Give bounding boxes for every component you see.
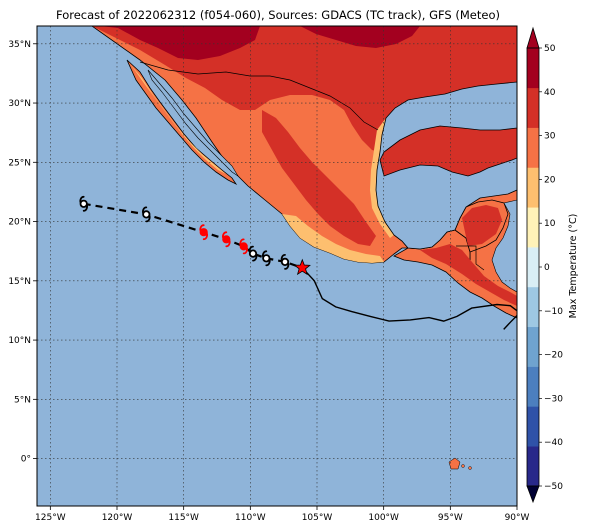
map-axes: 125°W 120°W 115°W 110°W 105°W 100°W 95°W 90°W 35… [8, 40, 529, 523]
colorbar-segment [527, 167, 539, 208]
colorbar-segment [527, 406, 539, 447]
colorbar-tick-label: −50 [544, 482, 563, 492]
y-tick-label: 25°N [8, 158, 31, 168]
y-tick-label: 5°N [14, 395, 31, 405]
colorbar-segment [527, 326, 539, 367]
land-baja-california [126, 59, 238, 186]
x-tick-label: 95°W [438, 513, 463, 523]
colorbar-tick-label: 10 [544, 219, 556, 229]
current-position-star [293, 258, 311, 276]
colorbar-tick-label: 20 [544, 175, 556, 185]
x-tick-label: 115°W [168, 513, 199, 523]
chart-title: Forecast of 2022062312 (f054-060), Sourc… [56, 8, 500, 22]
x-tick-label: 120°W [102, 513, 133, 523]
country-border-guatemala [456, 245, 485, 271]
caribbean-sea [491, 199, 517, 293]
heat-zone-sierra [262, 110, 376, 246]
y-tick-label: 30°N [8, 99, 31, 109]
colorbar-extend-min [526, 485, 540, 504]
y-tick-label: 10°N [8, 336, 31, 346]
cyclone-symbol-icon [222, 231, 231, 248]
colorbar-label: Max Temperature (°C) [568, 214, 579, 319]
x-tick-label: 110°W [235, 513, 266, 523]
y-tick-label: 0° [21, 455, 31, 465]
cyclone-symbol-icon [199, 224, 208, 241]
heat-zone-extreme-north [300, 26, 420, 48]
cyclone-symbol-icon [79, 195, 88, 212]
cyclone-symbol-icon [142, 206, 151, 223]
warm-zone-pacific-coast [282, 214, 384, 263]
country-border-us-mexico [139, 61, 379, 131]
colorbar-segment [527, 366, 539, 407]
land-layer [91, 26, 517, 470]
colorbar-segment [527, 48, 539, 89]
colorbar-tick-label: −20 [544, 351, 563, 361]
colorbar-segment [527, 247, 539, 288]
x-tick-label: 105°W [302, 513, 333, 523]
gulf-of-mexico [375, 81, 517, 250]
colorbar-tick-label: 50 [544, 44, 556, 54]
past-track-line [301, 267, 517, 330]
heat-zone-central-america [420, 244, 517, 306]
cyclone-track [79, 195, 517, 330]
y-tick-label: 35°N [8, 40, 31, 50]
colorbar-tick-label: −30 [544, 394, 563, 404]
warm-zone-gulf-coast [370, 118, 394, 238]
colorbar-tick-label: 0 [544, 263, 550, 273]
y-tick-label: 20°N [8, 218, 31, 228]
forecast-track-line [83, 202, 303, 269]
x-tick-label: 90°W [505, 513, 530, 523]
galapagos-islet [461, 464, 465, 468]
gridlines [37, 26, 517, 506]
colorbar-segment [527, 87, 539, 128]
galapagos-islet [468, 466, 472, 470]
colorbar-segment [527, 286, 539, 328]
heat-zone-yucatan [462, 205, 502, 246]
colorbar-segment [527, 207, 539, 248]
cyclone-symbol-icon [262, 250, 271, 267]
forecast-points [79, 195, 290, 270]
colorbar-tick-label: 40 [544, 88, 556, 98]
colorbar: −50 −40 −30 −20 −10 0 10 20 30 40 50 [526, 26, 563, 504]
map-frame [36, 25, 518, 507]
y-tick-label: 15°N [8, 277, 31, 287]
x-tick-label: 100°W [368, 513, 399, 523]
heat-zone-gulf-coast [377, 126, 517, 176]
gulf-of-california [147, 69, 239, 177]
cyclone-symbol-icon [248, 245, 258, 262]
x-tick-label: 125°W [35, 513, 66, 523]
colorbar-segment [527, 446, 539, 487]
colorbar-tick-label: 30 [544, 132, 556, 142]
colorbar-segment [527, 127, 539, 168]
cyclone-symbol-icon [280, 253, 290, 270]
colorbar-tick-label: −40 [544, 438, 563, 448]
heat-zone-extreme [100, 26, 260, 60]
colorbar-extend-max [526, 26, 540, 49]
colorbar-tick-label: −10 [544, 307, 563, 317]
cyclone-symbol-icon [239, 238, 248, 255]
